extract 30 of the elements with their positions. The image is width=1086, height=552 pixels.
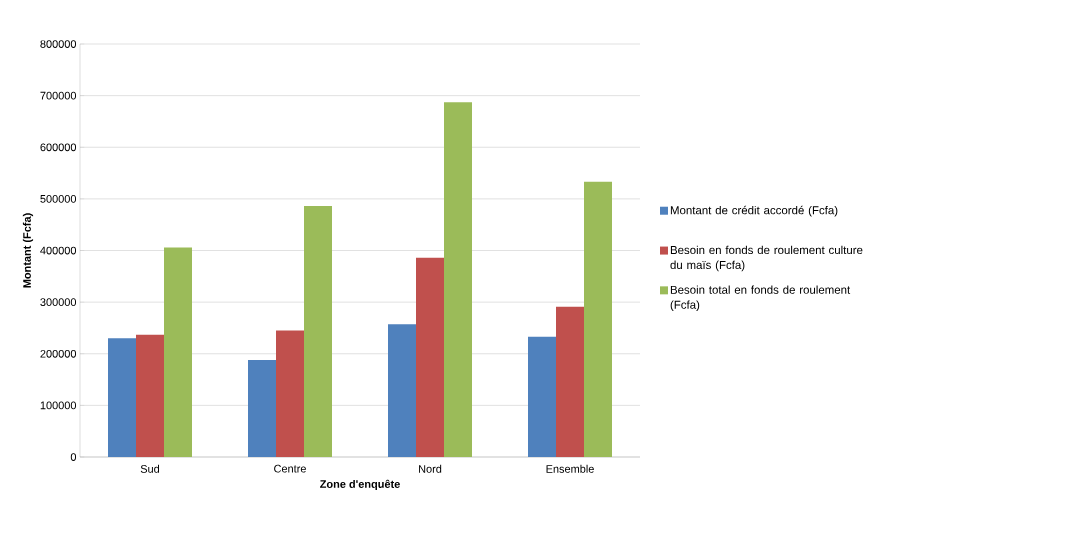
y-tick-label: 500000 — [40, 195, 77, 203]
y-tick-label: 100000 — [40, 401, 77, 410]
legend-label: Besoin en fonds de roulement culture du maïs (Fcfa) — [670, 245, 863, 272]
y-tick-label: 700000 — [40, 91, 77, 100]
x-axis-title: Zone d'enquête — [320, 479, 400, 491]
bar — [584, 181, 612, 457]
y-axis-title: Montant (Fcfa) — [22, 213, 34, 288]
legend-label: Besoin total en fonds de roulement (Fcfa) — [670, 285, 851, 312]
bar — [388, 324, 416, 457]
x-tick-label: Centre — [274, 464, 306, 473]
y-tick-label: 200000 — [40, 349, 77, 358]
bar — [276, 330, 304, 457]
bar — [136, 334, 164, 457]
bar — [416, 257, 444, 457]
y-tick-label: 800000 — [40, 40, 77, 48]
x-tick-label: Ensemble — [546, 464, 594, 473]
x-tick-label: Nord — [419, 464, 442, 473]
bar — [164, 247, 192, 457]
y-tick-label: 300000 — [40, 298, 77, 307]
bar — [304, 206, 332, 457]
y-tick-label: 600000 — [40, 143, 77, 152]
legend-label: Montant de crédit accordé (Fcfa) — [670, 205, 838, 217]
y-tick-label: 400000 — [40, 246, 77, 255]
bar — [528, 336, 556, 457]
bar — [108, 338, 136, 457]
y-tick-label: 0 — [70, 453, 77, 461]
bar — [248, 359, 276, 457]
bar — [444, 102, 472, 457]
x-tick-label: Sud — [140, 464, 160, 473]
bar — [556, 306, 584, 457]
